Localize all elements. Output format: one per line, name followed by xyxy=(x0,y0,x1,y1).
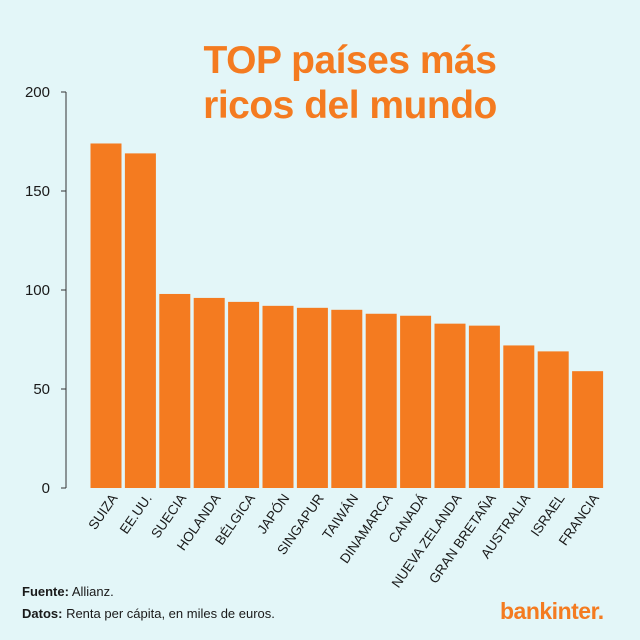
bar xyxy=(434,323,466,488)
y-tick-label: 0 xyxy=(42,480,50,497)
data-value: Renta per cápita, en miles de euros. xyxy=(62,606,275,621)
y-tick-label: 50 xyxy=(33,381,50,398)
bankinter-logo: bankinter. xyxy=(500,598,604,624)
y-tick-label: 100 xyxy=(25,282,50,299)
chart-title-line-2: ricos del mundo xyxy=(203,84,497,127)
data-note: Datos: Renta per cápita, en miles de eur… xyxy=(22,606,275,621)
bar xyxy=(159,293,191,488)
x-tick-label: SUIZA xyxy=(85,491,120,532)
bar xyxy=(503,345,535,488)
bar xyxy=(90,143,122,489)
bar xyxy=(537,351,569,488)
bar xyxy=(400,315,432,488)
chart-title: TOP países más ricos del mundo xyxy=(150,38,550,128)
bar xyxy=(124,153,156,488)
bar xyxy=(296,307,328,488)
y-tick-label: 150 xyxy=(25,183,50,200)
y-tick-label: 200 xyxy=(25,84,50,101)
bar xyxy=(228,301,260,488)
bar xyxy=(572,371,604,488)
bar xyxy=(262,305,294,488)
bar xyxy=(468,325,500,488)
bar xyxy=(365,313,397,488)
chart-title-line-1: TOP países más xyxy=(203,39,497,82)
source-label: Fuente: xyxy=(22,584,69,599)
bar xyxy=(193,297,225,488)
bar xyxy=(331,309,363,488)
source-note: Fuente: Allianz. xyxy=(22,584,114,599)
data-label: Datos: xyxy=(22,606,63,621)
source-value: Allianz. xyxy=(68,584,114,599)
